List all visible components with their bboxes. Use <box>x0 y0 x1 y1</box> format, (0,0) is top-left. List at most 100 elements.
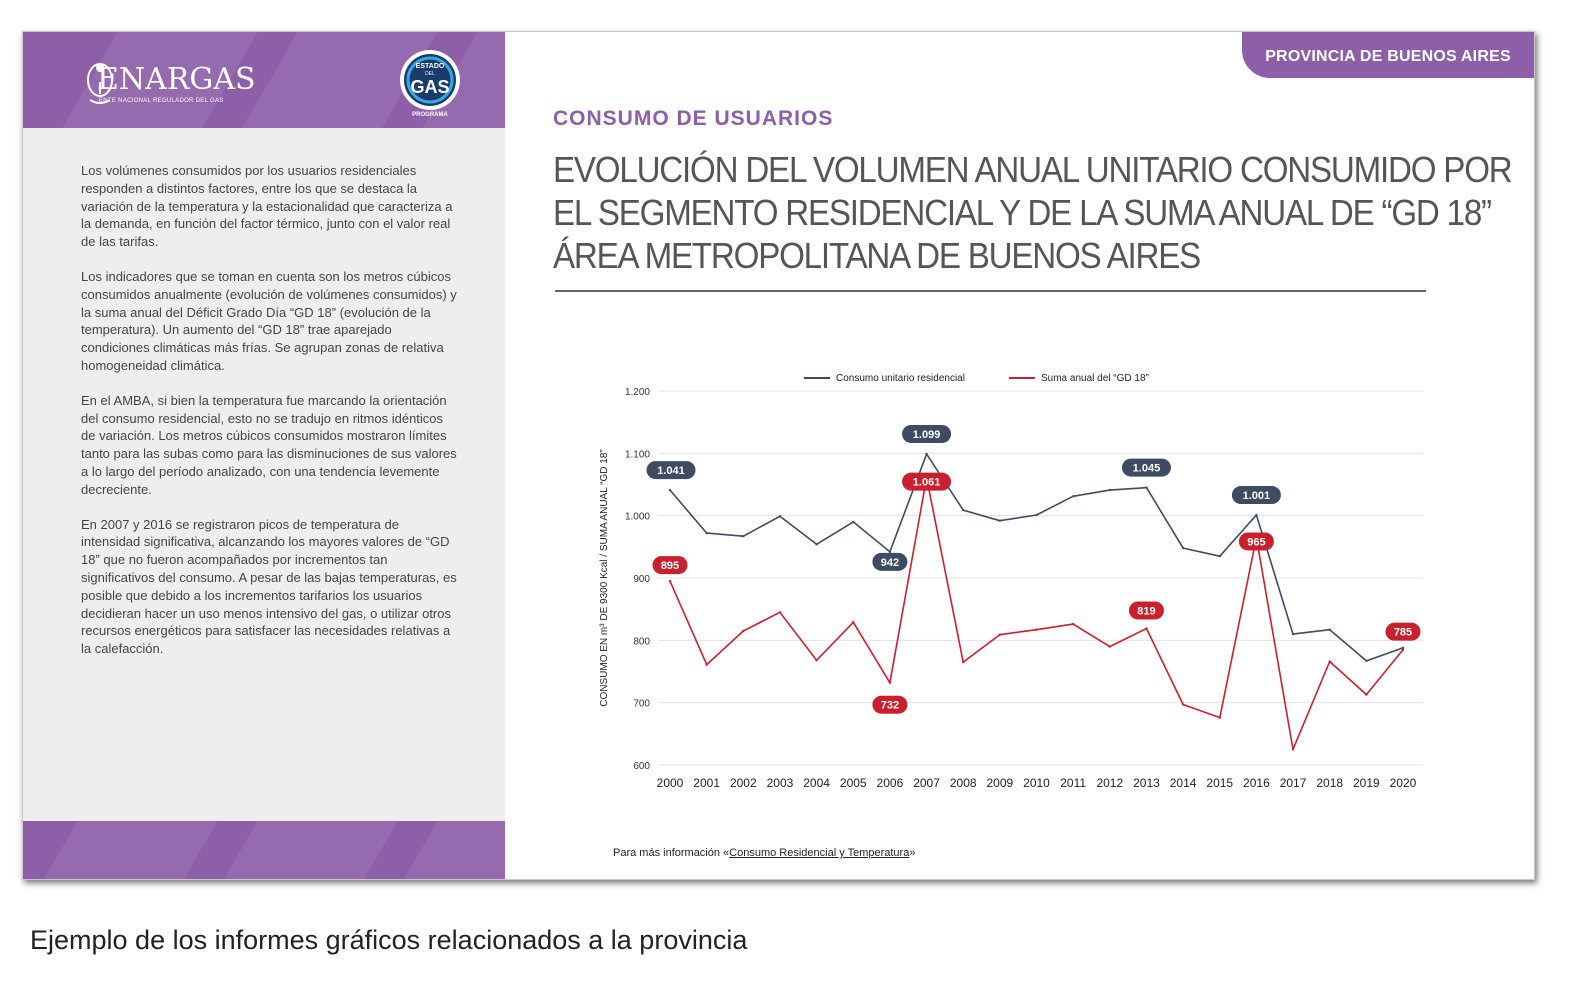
estado-del-gas-badge: ESTADO DEL GAS PROGRAMA <box>395 48 465 124</box>
data-point <box>925 452 928 456</box>
data-label-pill <box>646 461 696 480</box>
badge-caption: PROGRAMA <box>412 112 448 118</box>
data-point <box>1401 646 1405 650</box>
data-point <box>778 611 782 614</box>
data-point <box>852 520 855 524</box>
series-line <box>669 476 1404 751</box>
section-title: CONSUMO DE USUARIOS <box>553 107 834 130</box>
data-point <box>1291 632 1295 636</box>
data-label-pill <box>1238 532 1274 551</box>
legend-label: Consumo unitario residencial <box>836 373 965 384</box>
data-point <box>742 629 745 633</box>
data-point <box>1071 495 1075 498</box>
data-label: 895 <box>652 556 688 575</box>
data-point <box>1035 513 1038 517</box>
data-label-pill <box>902 472 952 491</box>
data-label-text: 965 <box>1247 536 1265 548</box>
data-point <box>742 535 745 538</box>
data-point <box>1108 645 1111 648</box>
data-label: 1.061 <box>902 472 952 491</box>
data-label: 732 <box>872 695 908 714</box>
footnote-link[interactable]: Consumo Residencial y Temperatura <box>729 847 910 859</box>
y-tick-label: 1.200 <box>625 387 650 398</box>
x-tick-label: 2008 <box>950 776 977 790</box>
data-point <box>1035 628 1038 631</box>
title-line: EVOLUCIÓN DEL VOLUMEN ANUAL UNITARIO CON… <box>553 149 1513 190</box>
report-card: ENARGAS ENTE NACIONAL REGULADOR DEL GAS … <box>22 31 1535 880</box>
data-point <box>998 633 1002 636</box>
argentina-seal-icon <box>87 63 113 104</box>
data-label-text: 895 <box>661 560 679 572</box>
x-tick-label: 2015 <box>1206 776 1233 790</box>
data-label-pill <box>652 556 688 575</box>
y-tick-label: 900 <box>633 574 650 585</box>
data-point <box>998 519 1002 522</box>
body-text: Los volúmenes consumidos por los usuario… <box>81 162 461 675</box>
data-point <box>705 663 708 666</box>
data-label-text: 1.099 <box>913 429 941 441</box>
x-tick-label: 2005 <box>840 776 867 790</box>
data-label-pill <box>1231 486 1281 505</box>
x-tick-label: 2007 <box>913 776 940 790</box>
data-label-text: 1.061 <box>913 477 941 489</box>
y-tick-label: 1.100 <box>625 449 650 460</box>
province-tab: PROVINCIA DE BUENOS AIRES <box>1242 32 1534 78</box>
data-label-pill <box>902 424 952 443</box>
data-label-text: 1.041 <box>657 465 685 477</box>
data-point <box>1365 659 1368 663</box>
legend-item: Consumo unitario residencial <box>804 373 965 384</box>
body-paragraph: Los volúmenes consumidos por los usuario… <box>81 163 453 250</box>
data-point <box>1181 546 1185 550</box>
left-footer-band <box>23 821 505 879</box>
x-tick-label: 2010 <box>1023 776 1050 790</box>
x-tick-label: 2006 <box>877 776 904 790</box>
title-line: ÁREA METROPOLITANA DE BUENOS AIRES <box>553 235 1201 276</box>
brand-subtitle: ENTE NACIONAL REGULADOR DEL GAS <box>99 98 224 104</box>
x-tick-label: 2014 <box>1170 776 1197 790</box>
data-point <box>962 660 965 664</box>
left-panel: ENARGAS ENTE NACIONAL REGULADOR DEL GAS … <box>23 32 505 879</box>
footnote-suffix: » <box>909 847 916 859</box>
data-point <box>888 550 892 554</box>
data-label: 1.099 <box>902 424 952 443</box>
x-tick-label: 2004 <box>803 776 830 790</box>
data-point <box>815 543 818 546</box>
estado-del-gas-icon: ESTADO DEL GAS <box>400 50 460 110</box>
y-tick-label: 600 <box>633 761 650 772</box>
data-label: 1.041 <box>646 461 696 480</box>
data-label-pill <box>1128 601 1164 620</box>
figure-caption: Ejemplo de los informes gráficos relacio… <box>30 925 748 955</box>
data-label-text: 1.045 <box>1133 463 1161 475</box>
data-point <box>1255 513 1258 517</box>
data-point <box>815 659 818 662</box>
data-label-pill <box>872 695 908 714</box>
data-point <box>1291 748 1295 751</box>
data-point <box>1071 622 1075 626</box>
brand-name: ENARGAS <box>97 62 256 97</box>
enargas-logo: ENARGAS ENTE NACIONAL REGULADOR DEL GAS <box>61 58 271 108</box>
data-point <box>668 579 672 583</box>
x-tick-label: 2017 <box>1280 776 1307 790</box>
data-point <box>852 621 855 624</box>
badge-mid-text: DEL <box>425 71 435 77</box>
badge-top-text: ESTADO <box>416 63 445 70</box>
data-label-text: 785 <box>1394 627 1412 639</box>
legend-label: Suma anual del “GD 18” <box>1041 373 1149 384</box>
footnote-prefix: Para más información « <box>613 847 730 859</box>
data-label-text: 1.001 <box>1243 490 1271 502</box>
line-chart: 600 700 800 900 1.000 1.100 1.200 2000 2001 2002 2… <box>599 373 1423 790</box>
x-tick-label: 2020 <box>1390 776 1417 790</box>
y-tick-label: 800 <box>633 636 650 647</box>
y-tick-label: 700 <box>633 699 650 710</box>
x-tick-label: 2011 <box>1060 776 1086 790</box>
data-label-text: 732 <box>881 700 899 712</box>
data-label: 785 <box>1385 622 1421 641</box>
x-tick-label: 2019 <box>1353 776 1380 790</box>
data-point <box>778 515 782 518</box>
x-tick-label: 2013 <box>1133 776 1160 790</box>
data-label: 1.001 <box>1231 486 1281 505</box>
data-point <box>1328 628 1331 631</box>
data-point <box>1328 660 1331 663</box>
data-point <box>1145 486 1148 489</box>
body-paragraph: Los indicadores que se toman en cuenta s… <box>81 268 457 373</box>
